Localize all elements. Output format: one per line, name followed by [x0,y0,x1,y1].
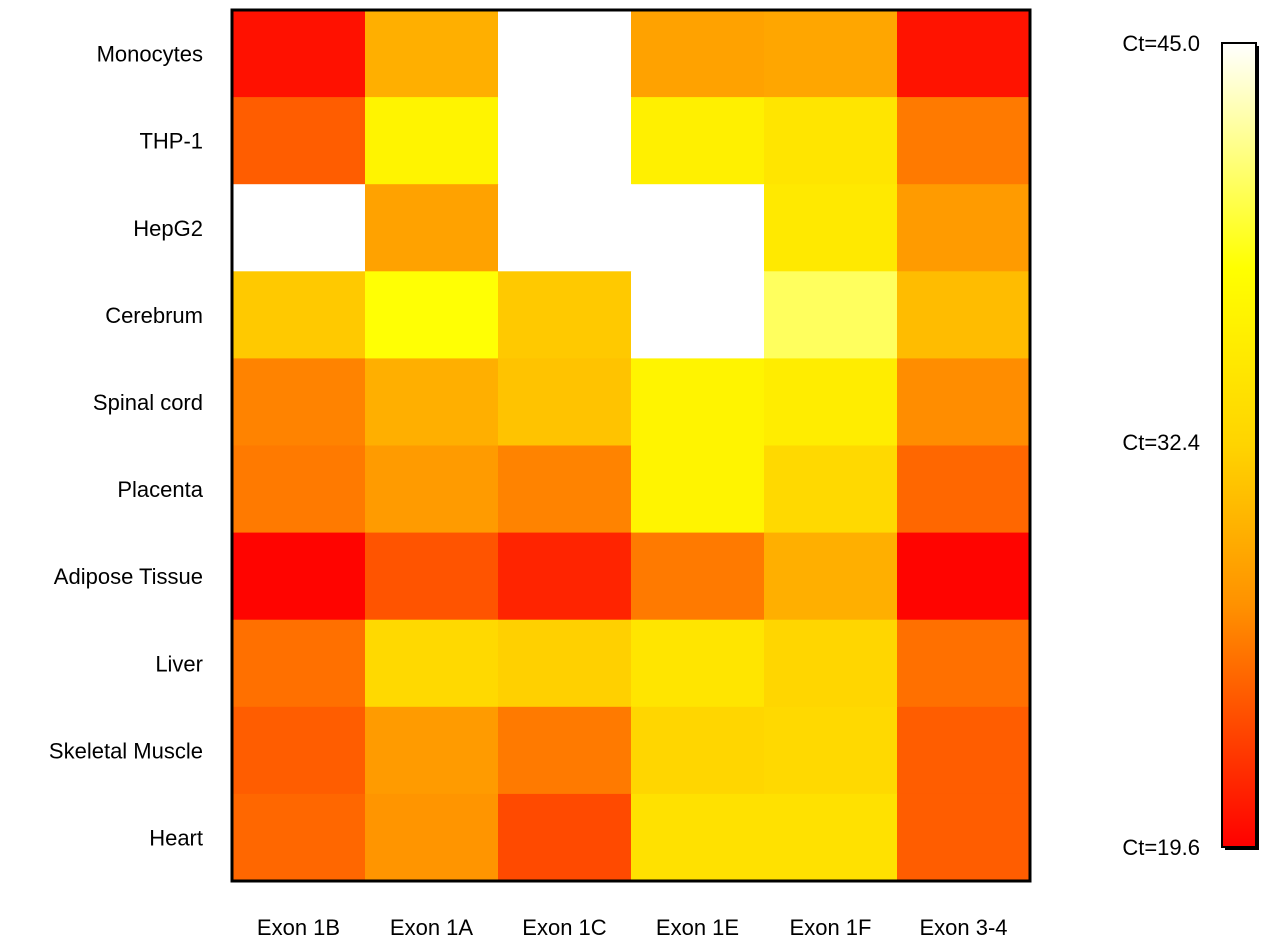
plot-frame [230,8,1032,883]
row-label: Skeletal Muscle [49,738,203,763]
heatmap-cell [365,10,499,98]
heatmap-cell [232,10,366,98]
heatmap-cell [764,793,898,882]
heatmap-cell [897,10,1031,98]
heatmap-cell [631,97,765,185]
heatmap-cell [764,619,898,708]
heatmap-cell [764,532,898,621]
heatmap-cell [365,97,499,185]
heatmap-cell [365,532,499,621]
heatmap-cell [232,184,366,272]
heatmap-cell [365,619,499,708]
heatmap-cell [897,97,1031,185]
heatmap-cell [897,358,1031,447]
row-label: Adipose Tissue [54,564,203,589]
heatmap-cell [897,793,1031,882]
heatmap-cell [232,358,366,447]
heatmap-cell [764,271,898,359]
heatmap-cell [897,445,1031,534]
column-labels: Exon 1B Exon 1A Exon 1C Exon 1E Exon 1F Exon … [257,915,1008,940]
heatmap-cell [764,445,898,534]
colorbar-label: Ct=32.4 [1122,430,1200,455]
heatmap-cell [365,793,499,882]
heatmap-cell [631,793,765,882]
heatmap-cell [764,10,898,98]
column-label: Exon 1C [522,915,606,940]
heatmap-cell [232,619,366,708]
heatmap-cell [365,358,499,447]
heatmap-cell [764,184,898,272]
heatmap-cell [498,445,632,534]
heatmap-cell [498,706,632,795]
heatmap-cell [631,271,765,359]
heatmap-cell [764,358,898,447]
heatmap-cell [631,184,765,272]
heatmap-cell [897,271,1031,359]
column-label: Exon 1F [790,915,872,940]
colorbar-labels: Ct=45.0 Ct=32.4 Ct=19.6 [1122,31,1200,860]
heatmap-cell [232,445,366,534]
heatmap-cell [897,184,1031,272]
row-label: THP-1 [139,129,203,154]
heatmap-cell [897,706,1031,795]
heatmap-cell [897,619,1031,708]
colorbar: Ct=45.0 Ct=32.4 Ct=19.6 [1122,31,1259,860]
heatmap-cell [498,532,632,621]
row-labels: Monocytes THP-1 HepG2 Cerebrum Spinal cord Pl… [49,42,204,851]
heatmap-cell [498,97,632,185]
heatmap-cell [365,706,499,795]
heatmap-cell [631,619,765,708]
heatmap-cells [232,10,1031,882]
row-label: Monocytes [97,42,203,67]
heatmap-cell [365,184,499,272]
row-label: Cerebrum [105,303,203,328]
row-label: Placenta [117,477,203,502]
row-label: Liver [155,651,203,676]
heatmap-cell [631,532,765,621]
colorbar-gradient [1221,42,1257,848]
column-label: Exon 3-4 [919,915,1007,940]
heatmap-cell [232,271,366,359]
heatmap-cell [498,358,632,447]
heatmap-cell [764,706,898,795]
heatmap-cell [498,10,632,98]
heatmap-cell [365,445,499,534]
colorbar-label: Ct=45.0 [1122,31,1200,56]
heatmap-cell [631,358,765,447]
heatmap-cell [631,706,765,795]
row-label: HepG2 [133,216,203,241]
column-label: Exon 1E [656,915,739,940]
heatmap-cell [631,10,765,98]
heatmap-cell [232,793,366,882]
heatmap-cell [498,184,632,272]
heatmap-cell [631,445,765,534]
column-label: Exon 1B [257,915,340,940]
heatmap-cell [498,793,632,882]
heatmap-cell [232,532,366,621]
row-label: Heart [149,825,203,850]
heatmap-cell [232,706,366,795]
row-label: Spinal cord [93,390,203,415]
heatmap-cell [365,271,499,359]
heatmap-cell [897,532,1031,621]
heatmap-cell [498,271,632,359]
heatmap-cell [764,97,898,185]
column-label: Exon 1A [390,915,473,940]
heatmap-cell [232,97,366,185]
colorbar-label: Ct=19.6 [1122,835,1200,860]
heatmap-cell [498,619,632,708]
